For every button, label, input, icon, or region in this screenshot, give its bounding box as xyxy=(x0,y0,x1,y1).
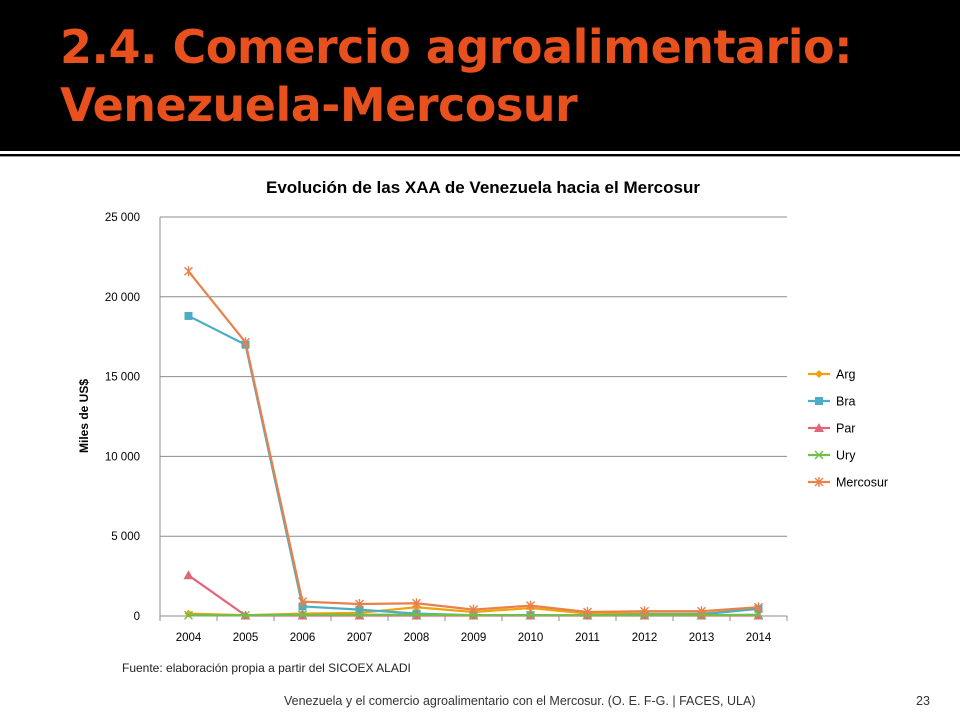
source-note: Fuente: elaboración propia a partir del … xyxy=(122,661,411,675)
legend-item-ury: Ury xyxy=(808,449,856,463)
data-point xyxy=(355,599,364,610)
legend-item-par: Par xyxy=(808,422,855,436)
legend-item-arg: Arg xyxy=(808,368,856,382)
data-point xyxy=(754,602,763,613)
data-point xyxy=(241,610,250,620)
x-tick-label: 2005 xyxy=(233,632,259,644)
data-point xyxy=(697,606,706,617)
slide-title-line1: 2.4. Comercio agroalimentario: xyxy=(60,20,853,74)
y-axis-label: Miles de US$ xyxy=(77,379,91,453)
data-point xyxy=(355,605,364,614)
x-tick-label: 2010 xyxy=(518,632,544,644)
legend-item-mercosur: Mercosur xyxy=(808,476,888,490)
x-tick-label: 2007 xyxy=(347,632,373,644)
legend-label: Arg xyxy=(836,368,856,382)
x-tick-label: 2011 xyxy=(575,632,600,644)
slide-header: 2.4. Comercio agroalimentario: Venezuela… xyxy=(0,0,960,150)
slide-title-line2: Venezuela-Mercosur xyxy=(60,78,578,132)
page-number: 23 xyxy=(916,694,930,708)
chart-grid xyxy=(159,216,787,617)
data-point xyxy=(183,570,194,580)
slide-footer: Venezuela y el comercio agroalimentario … xyxy=(284,694,756,708)
data-point xyxy=(469,604,478,615)
legend-label: Ury xyxy=(836,449,856,463)
x-tick-label: 2004 xyxy=(176,632,202,644)
data-point xyxy=(526,610,535,620)
x-tick-label: 2006 xyxy=(290,632,316,644)
legend-marker xyxy=(814,477,824,487)
chart-series xyxy=(183,266,764,620)
x-tick-label: 2012 xyxy=(632,632,658,644)
legend-marker xyxy=(815,370,823,378)
slide-title: 2.4. Comercio agroalimentario: Venezuela… xyxy=(60,18,940,134)
legend-item-bra: Bra xyxy=(808,395,856,409)
y-tick-label: 10 000 xyxy=(105,451,140,463)
x-axis-ticks: 2004 2005 2006 2007 2008 2009 2010 2011 2012 2013… xyxy=(159,616,788,644)
data-point xyxy=(526,600,535,611)
legend-label: Par xyxy=(836,422,855,436)
data-point xyxy=(298,610,307,620)
data-point xyxy=(583,607,592,618)
data-point xyxy=(640,606,649,617)
x-tick-label: 2009 xyxy=(461,632,487,644)
legend-marker xyxy=(814,450,824,460)
data-point xyxy=(754,610,763,620)
series-line xyxy=(187,270,759,614)
y-axis-ticks: 0 5 000 10 000 15 000 20 000 25 000 xyxy=(105,212,140,623)
data-point xyxy=(355,610,364,620)
x-tick-label: 2014 xyxy=(746,632,772,644)
y-tick-label: 20 000 xyxy=(105,292,140,304)
legend-marker xyxy=(814,423,824,432)
header-divider-thin xyxy=(0,156,960,157)
data-point xyxy=(184,266,193,277)
y-tick-label: 5 000 xyxy=(111,531,140,543)
y-tick-label: 25 000 xyxy=(105,212,140,224)
data-point xyxy=(412,598,421,609)
y-tick-label: 15 000 xyxy=(105,372,140,384)
data-point xyxy=(412,610,421,620)
series-mercosur xyxy=(184,266,763,618)
y-tick-label: 0 xyxy=(134,611,140,623)
legend-label: Bra xyxy=(836,395,856,409)
x-tick-label: 2013 xyxy=(689,632,715,644)
series-bra xyxy=(184,311,763,620)
data-point xyxy=(184,610,193,620)
series-line xyxy=(188,314,759,617)
chart-legend: Arg Bra Par Ury Mercosur xyxy=(808,368,888,490)
legend-label: Mercosur xyxy=(836,476,888,490)
data-point xyxy=(184,311,193,320)
header-divider xyxy=(0,151,960,154)
x-tick-label: 2008 xyxy=(404,632,430,644)
data-point xyxy=(298,596,307,607)
chart-title: Evolución de las XAA de Venezuela hacia … xyxy=(266,178,700,197)
legend-marker xyxy=(815,397,823,405)
data-point xyxy=(241,337,250,348)
series-ury xyxy=(184,610,763,620)
